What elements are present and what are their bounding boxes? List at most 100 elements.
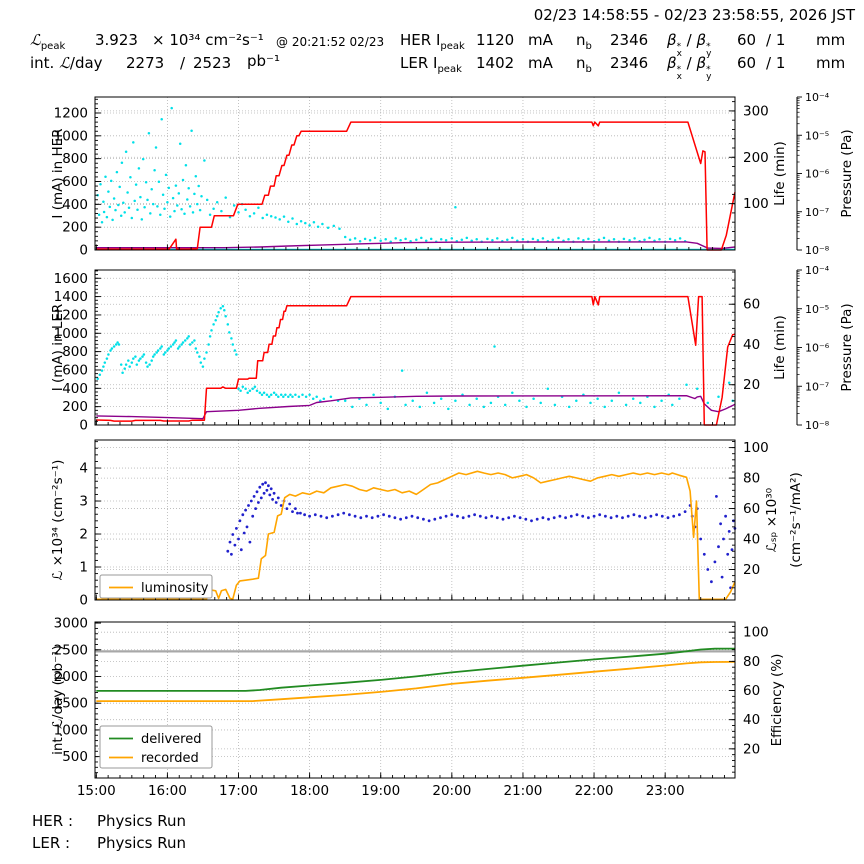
panel-ler: 0 200 400 600 800 1000 1200 1400 1600 20 40 60 I (mA…: [50, 264, 855, 434]
svg-text:3000: 3000: [54, 616, 88, 632]
pressure-axis-ler: 10⁻⁴ 10⁻⁵ 10⁻⁶ 10⁻⁷ 10⁻⁸ Pressure (Pa): [796, 264, 855, 432]
pressure-axis-her: 10⁻⁴ 10⁻⁵ 10⁻⁶ 10⁻⁷ 10⁻⁸ Pressure (Pa): [796, 91, 855, 257]
ylabel-luminosity: ℒ ×10³⁴ (cm⁻²s⁻¹): [50, 460, 66, 581]
svg-text:1000: 1000: [54, 326, 88, 342]
xtick-label-7: 22:00: [575, 783, 614, 799]
series-specific-luminosity-dots: [226, 481, 737, 590]
ylabel-her: I (mA) in HER: [50, 128, 66, 218]
svg-text:300: 300: [743, 103, 769, 119]
ler-beta-unit: mm: [816, 54, 846, 72]
svg-text:100: 100: [743, 196, 769, 212]
legend-item-integrated-0: delivered: [141, 732, 201, 747]
xtick-label-4: 19:00: [361, 783, 400, 799]
svg-text:40: 40: [743, 712, 760, 728]
series-ler-pressure: [96, 395, 736, 420]
svg-text:600: 600: [62, 362, 88, 378]
her-mode-status: Physics Run: [97, 812, 187, 830]
series-delivered-line: [96, 647, 735, 692]
her-nb-value: 2346: [610, 31, 649, 49]
right-label-luminosity-0: ℒₛₚ ×10³⁰: [764, 488, 780, 552]
svg-text:1000: 1000: [54, 722, 88, 738]
her-ipeak-unit: mA: [528, 31, 553, 49]
right-label-ler-0: Life (min): [772, 315, 788, 380]
svg-text:3: 3: [79, 494, 88, 510]
ler-mode-label: LER :: [32, 834, 71, 852]
svg-text:10⁻⁴: 10⁻⁴: [805, 91, 830, 104]
intlum-sep: /: [180, 54, 186, 72]
svg-text:0: 0: [79, 418, 88, 434]
ler-nb-value: 2346: [610, 54, 649, 72]
svg-text:600: 600: [62, 174, 88, 190]
svg-text:10⁻⁷: 10⁻⁷: [805, 206, 829, 219]
intlum-target: 2523: [193, 54, 232, 72]
svg-text:200: 200: [62, 399, 88, 415]
her-nb-label: nb: [576, 31, 592, 52]
svg-text:200: 200: [743, 150, 769, 166]
svg-text:10⁻⁴: 10⁻⁴: [805, 264, 830, 277]
panel-luminosity: 0 1 2 3 4 20 40 60 80 100 ℒ ×10³⁴ (cm⁻²s⁻¹) ℒₛₚ ×10…: [50, 439, 804, 609]
svg-text:60: 60: [743, 683, 760, 699]
svg-text:80: 80: [743, 654, 760, 670]
xtick-label-1: 16:00: [148, 783, 187, 799]
legend-integrated: delivered recorded: [99, 725, 213, 769]
xtick-label-6: 21:00: [503, 783, 542, 799]
ler-beta-label: β * x / β * y: [667, 54, 712, 82]
right-label-integrated-0: Efficiency (%): [769, 654, 785, 747]
svg-text:40: 40: [743, 532, 760, 548]
svg-text:0: 0: [79, 593, 88, 609]
svg-text:2000: 2000: [54, 669, 88, 685]
xtick-label-3: 18:00: [290, 783, 329, 799]
ler-ipeak-value: 1402: [476, 54, 515, 72]
svg-text:2500: 2500: [54, 642, 88, 658]
right-label-luminosity-1: (cm⁻²s⁻¹/mA²): [788, 472, 804, 568]
panel-integrated: 500 1000 1500 2000 2500 3000 20 40 60 80 100 int. ℒ…: [50, 616, 785, 799]
svg-text:20: 20: [743, 741, 760, 757]
ylabel-ler: I (mA) in LER: [50, 304, 66, 392]
svg-text:10⁻⁶: 10⁻⁶: [805, 168, 830, 181]
legend-luminosity: luminosity: [99, 574, 213, 599]
lpeak-unit: × 10³⁴ cm⁻²s⁻¹: [152, 31, 264, 49]
svg-text:400: 400: [62, 197, 88, 213]
svg-text:1500: 1500: [54, 696, 88, 712]
svg-text:100: 100: [743, 440, 769, 456]
xtick-label-2: 17:00: [219, 783, 258, 799]
her-beta-unit: mm: [816, 31, 846, 49]
svg-text:10⁻⁸: 10⁻⁸: [805, 419, 830, 432]
her-mode-label: HER :: [32, 812, 74, 830]
svg-text:10⁻⁵: 10⁻⁵: [805, 129, 829, 142]
her-ipeak-value: 1120: [476, 31, 515, 49]
svg-text:200: 200: [62, 220, 88, 236]
date-range: 02/23 14:58:55 - 02/23 23:58:55, 2026 JS…: [533, 6, 855, 24]
svg-text:10⁻⁵: 10⁻⁵: [805, 303, 829, 316]
svg-text:800: 800: [62, 151, 88, 167]
svg-text:1200: 1200: [54, 307, 88, 323]
series-her-lifetime-dots: [96, 106, 687, 243]
svg-text:500: 500: [62, 749, 88, 765]
her-beta-value: 60: [737, 31, 757, 49]
series-ler-current: [96, 295, 736, 426]
lpeak-label: ℒpeak: [30, 31, 66, 52]
panel-her: 0 200 400 600 800 1000 1200 100 200 300 I (mA) in …: [50, 91, 855, 259]
intlum-unit: pb⁻¹: [247, 52, 280, 70]
series-luminosity-line: [96, 470, 736, 601]
svg-text:400: 400: [62, 381, 88, 397]
svg-text:80: 80: [743, 471, 760, 487]
svg-text:20: 20: [743, 562, 760, 578]
svg-text:0: 0: [79, 243, 88, 259]
ler-nb-label: nb: [576, 54, 592, 75]
svg-text:10⁻⁸: 10⁻⁸: [805, 244, 830, 257]
intlum-label: int. ℒ/day: [30, 54, 103, 72]
ler-beta-sep: / 1: [766, 54, 786, 72]
svg-text:10⁻⁷: 10⁻⁷: [805, 380, 829, 393]
her-ipeak-label: HER Ipeak: [400, 31, 465, 52]
xtick-label-5: 20:00: [432, 783, 471, 799]
svg-text:100: 100: [743, 625, 769, 641]
svg-text:1600: 1600: [54, 271, 88, 287]
intlum-value: 2273: [126, 54, 165, 72]
pressure-label-her: Pressure (Pa): [839, 129, 855, 217]
ler-mode-status: Physics Run: [97, 834, 187, 852]
series-recorded-line: [96, 661, 735, 702]
ylabel-integrated: int. ℒ/day (pb⁻¹): [50, 645, 66, 755]
